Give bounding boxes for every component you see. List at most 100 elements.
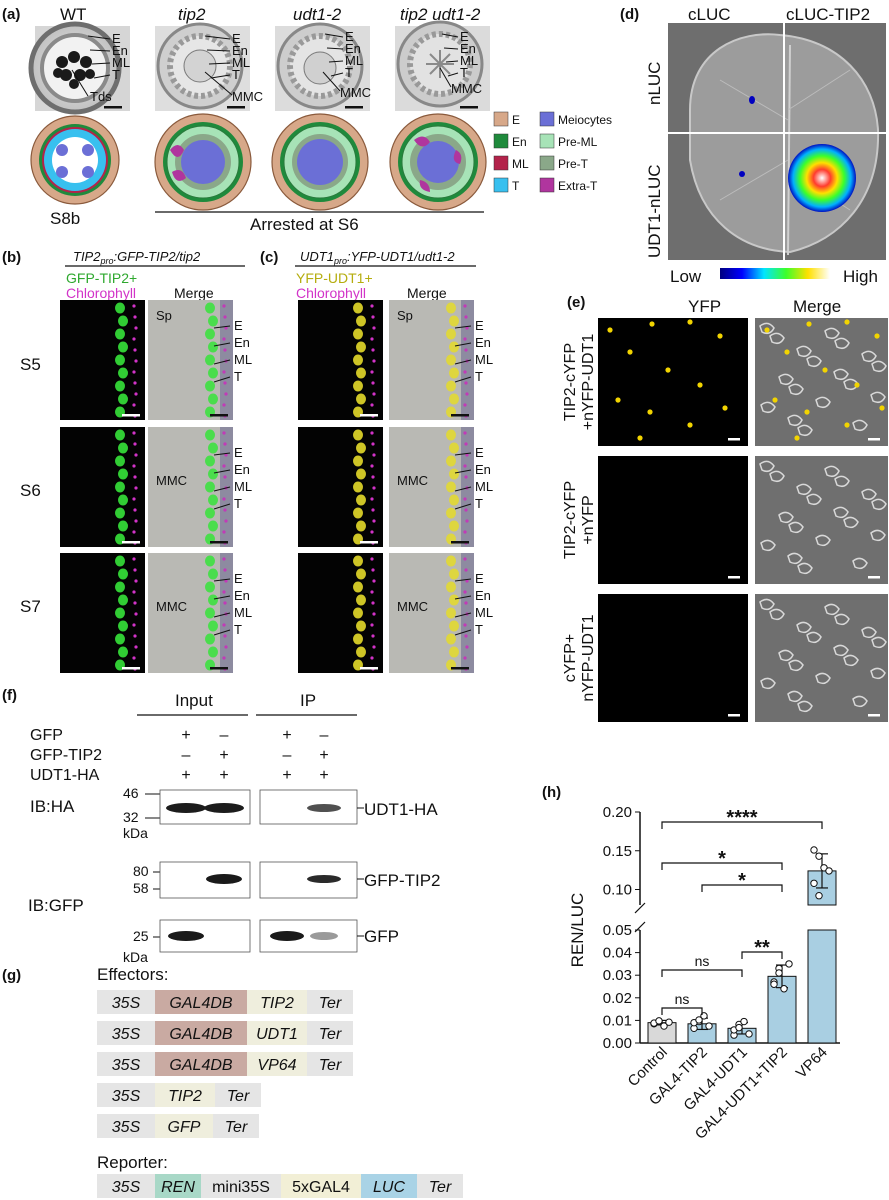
y-axis-label: REN/LUC xyxy=(568,893,587,968)
fluor-image-b-3 xyxy=(60,553,145,673)
layer-label-e: E xyxy=(232,31,241,46)
significance-label: ** xyxy=(754,937,770,959)
layer-leader-line xyxy=(206,49,231,52)
significance-bracket xyxy=(661,862,783,870)
f-ip-title: IP xyxy=(300,691,316,710)
layer-label-en: En xyxy=(234,462,250,477)
micrograph-tip2 xyxy=(155,22,250,111)
legend-label-t: T xyxy=(512,179,520,193)
data-point xyxy=(780,985,788,993)
y-tick-label: 0.04 xyxy=(603,945,632,962)
ib-gfp-label: IB:GFP xyxy=(28,896,84,915)
construct-segment xyxy=(97,1021,155,1045)
merge-image-c-1 xyxy=(389,300,474,420)
construct-segment xyxy=(215,1083,261,1107)
reporter-title: Reporter: xyxy=(97,1153,168,1172)
layer-label-en: En xyxy=(112,43,128,58)
construct-label: 35S xyxy=(112,1088,141,1105)
panel-label-e: (e) xyxy=(567,294,585,311)
layer-leader-line xyxy=(204,35,231,40)
layer-label-t: T xyxy=(475,622,483,637)
layer-leader-line xyxy=(330,72,344,77)
construct-label: 35S xyxy=(112,1057,141,1074)
layer-label-t: T xyxy=(460,65,468,80)
data-point xyxy=(770,980,778,988)
construct-segment xyxy=(97,1174,155,1198)
layer-label-en: En xyxy=(345,41,361,56)
construct-segment xyxy=(155,1021,247,1045)
panel-c-channel-yfp: YFP-UDT1+ xyxy=(296,270,373,286)
bar-4 xyxy=(807,929,837,1044)
panel-e-col-merge: Merge xyxy=(793,297,841,316)
construct-label: Ter xyxy=(319,1057,342,1074)
col-title-wt: WT xyxy=(60,5,86,24)
y-tick-label: 0.01 xyxy=(603,1012,632,1029)
fluor-image-b-2 xyxy=(60,427,145,547)
f-sign: + xyxy=(181,767,190,784)
panel-f: Input IP GFP + – + –GFP-TIP2– + – +UDT1-HA + + + + … xyxy=(28,691,441,965)
panel-b: TIP2pro:GFP-TIP2/tip2 GFP-TIP2+ Chloroph… xyxy=(20,249,245,616)
schematic-tip2 xyxy=(154,113,252,211)
layer-label-e: E xyxy=(460,29,469,44)
significance-bracket xyxy=(661,969,743,977)
construct-segment xyxy=(213,1114,259,1138)
fluor-image-b-1 xyxy=(60,300,145,420)
e-row-label-line2: +nYFP xyxy=(580,495,597,544)
layer-label-ml: ML xyxy=(460,53,478,68)
layer-leader-line xyxy=(93,74,111,79)
merge-image-e-3 xyxy=(755,594,888,722)
construct-label: 35S xyxy=(112,1026,141,1043)
merge-image-e-2 xyxy=(755,456,888,584)
construct-segment xyxy=(97,990,155,1014)
e-row-label-line2: nYFP-UDT1 xyxy=(580,614,597,701)
legend-label-extra-t: Extra-T xyxy=(558,179,598,193)
data-point xyxy=(695,1016,703,1024)
construct-label: REN xyxy=(161,1179,195,1196)
panel-e-col-yfp: YFP xyxy=(688,297,721,316)
merge-image-e-1 xyxy=(755,318,888,446)
ib-ha-label: IB:HA xyxy=(30,797,75,816)
legend-swatch xyxy=(493,133,509,149)
sp-label: Sp xyxy=(156,308,172,323)
layer-leader-line xyxy=(441,33,459,38)
mmc-label-tip2-udt1: MMC xyxy=(451,81,482,96)
construct-label: Ter xyxy=(227,1088,250,1105)
construct-label: GAL4DB xyxy=(169,995,232,1012)
construct-label: VP64 xyxy=(257,1057,296,1074)
data-point xyxy=(740,1017,748,1026)
layer-leader-line xyxy=(89,49,111,52)
f-row-label: UDT1-HA xyxy=(30,767,100,784)
data-point xyxy=(705,1022,713,1030)
legend-swatch xyxy=(493,155,509,171)
fluor-image-c-3 xyxy=(298,553,383,673)
f-sign: + xyxy=(181,727,190,744)
layer-label-en: En xyxy=(475,462,491,477)
significance-label: **** xyxy=(726,807,757,829)
mmc-label-tip2: MMC xyxy=(232,89,263,104)
heat-colorbar xyxy=(720,268,830,279)
construct-label: 35S xyxy=(112,1179,141,1196)
construct-label: GAL4DB xyxy=(169,1026,232,1043)
yfp-image-3 xyxy=(598,594,748,722)
data-point xyxy=(815,892,823,900)
construct-label: 35S xyxy=(112,1119,141,1136)
panel-c-merge: Merge xyxy=(407,285,447,301)
f-sign: + xyxy=(282,727,291,744)
panel-label-f: (f) xyxy=(2,687,17,704)
layer-label-ml: ML xyxy=(345,53,363,68)
mmc-label: MMC xyxy=(397,599,428,614)
y-tick-label: 0.03 xyxy=(603,967,632,984)
col-title-tip2: tip2 xyxy=(178,5,206,24)
chart-h: 0.00 0.01 0.02 0.03 0.04 0.05 0.10 0.15 0.20 REN/… xyxy=(568,804,840,1143)
construct-label: Ter xyxy=(429,1179,452,1196)
f-row-label: GFP-TIP2 xyxy=(30,747,102,764)
layer-label-ml: ML xyxy=(234,605,252,620)
merge-image-b-2 xyxy=(148,427,233,547)
construct-label: 35S xyxy=(112,995,141,1012)
layer-label-e: E xyxy=(112,31,121,46)
mmc-label: MMC xyxy=(156,473,187,488)
layer-label-e: E xyxy=(234,445,243,460)
tds-label: Tds xyxy=(90,89,112,104)
micrograph-wt xyxy=(28,21,130,115)
